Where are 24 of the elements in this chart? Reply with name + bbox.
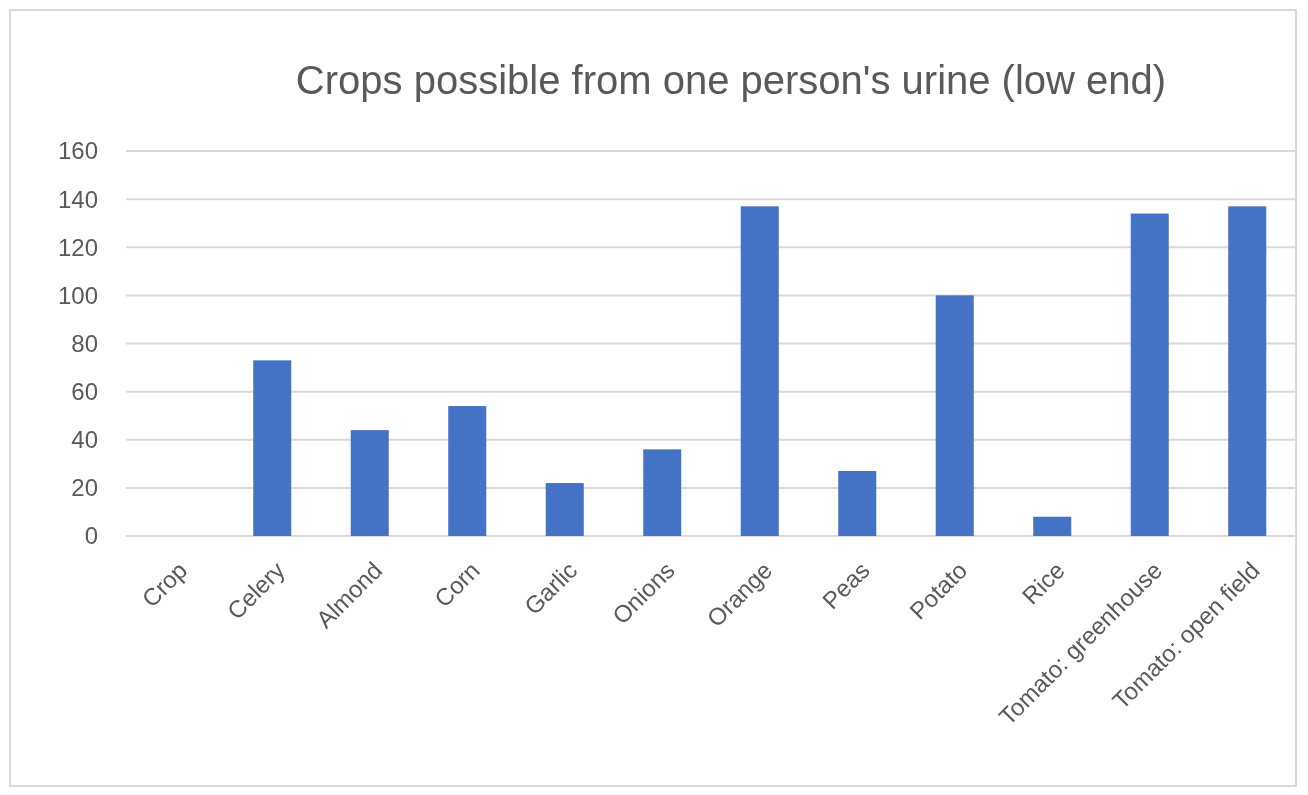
y-tick-label: 40 xyxy=(71,426,98,454)
y-tick-label: 160 xyxy=(57,137,98,165)
y-tick-label: 100 xyxy=(57,281,98,309)
bar xyxy=(838,471,877,536)
bar xyxy=(1033,516,1072,536)
bar xyxy=(935,295,974,536)
y-tick-label: 0 xyxy=(84,522,98,550)
y-tick-label: 60 xyxy=(71,378,98,406)
y-tick-label: 80 xyxy=(71,329,98,357)
x-tick-label: Crop xyxy=(136,556,193,613)
y-tick-label: 20 xyxy=(71,474,98,502)
x-tick-label: Rice xyxy=(1016,556,1070,610)
bar xyxy=(350,430,389,536)
bar xyxy=(1228,206,1267,536)
y-tick-label: 140 xyxy=(57,185,98,213)
bar xyxy=(545,483,584,536)
bar xyxy=(740,206,779,536)
y-tick-label: 120 xyxy=(57,233,98,261)
bar xyxy=(448,406,487,536)
bar xyxy=(253,360,292,536)
bar xyxy=(643,449,682,536)
x-tick-label: Corn xyxy=(428,556,485,613)
chart-title: Crops possible from one person's urine (low end) xyxy=(295,58,1167,102)
bar xyxy=(1130,213,1169,536)
